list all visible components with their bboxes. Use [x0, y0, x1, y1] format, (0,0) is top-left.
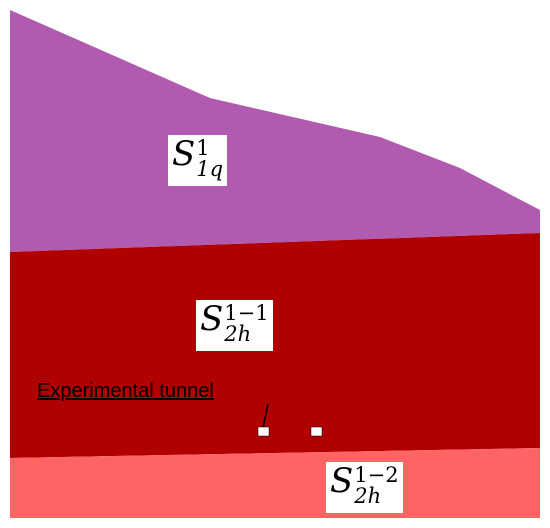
- tunnel-left: [257, 426, 270, 437]
- label-s1q-sub: 1q: [196, 156, 224, 181]
- label-s2h-1-1-sup: 1−1: [224, 300, 269, 325]
- layer-s1q-1: [10, 10, 540, 252]
- tunnel-right: [310, 426, 323, 437]
- label-s2h-1-2-sub: 2h: [354, 483, 382, 508]
- label-s2h-1-2: S 1−2 2h: [326, 462, 403, 513]
- label-s2h-1-1-base: S: [200, 299, 224, 339]
- tunnel-leader-line: [262, 403, 269, 429]
- label-s1q: S 1 1q: [168, 134, 228, 186]
- layer-s2h-1-1: [10, 233, 540, 458]
- label-s1q-base: S: [172, 134, 196, 174]
- label-s2h-1-1-sub: 2h: [224, 321, 252, 346]
- label-s1q-sup: 1: [196, 135, 210, 160]
- layer-s2h-1-2: [10, 448, 540, 518]
- experimental-tunnel-label: Experimental tunnel: [37, 380, 214, 402]
- label-s2h-1-2-sup: 1−2: [354, 462, 399, 487]
- label-s2h-1-2-base: S: [330, 461, 354, 501]
- label-s2h-1-1: S 1−1 2h: [196, 300, 273, 351]
